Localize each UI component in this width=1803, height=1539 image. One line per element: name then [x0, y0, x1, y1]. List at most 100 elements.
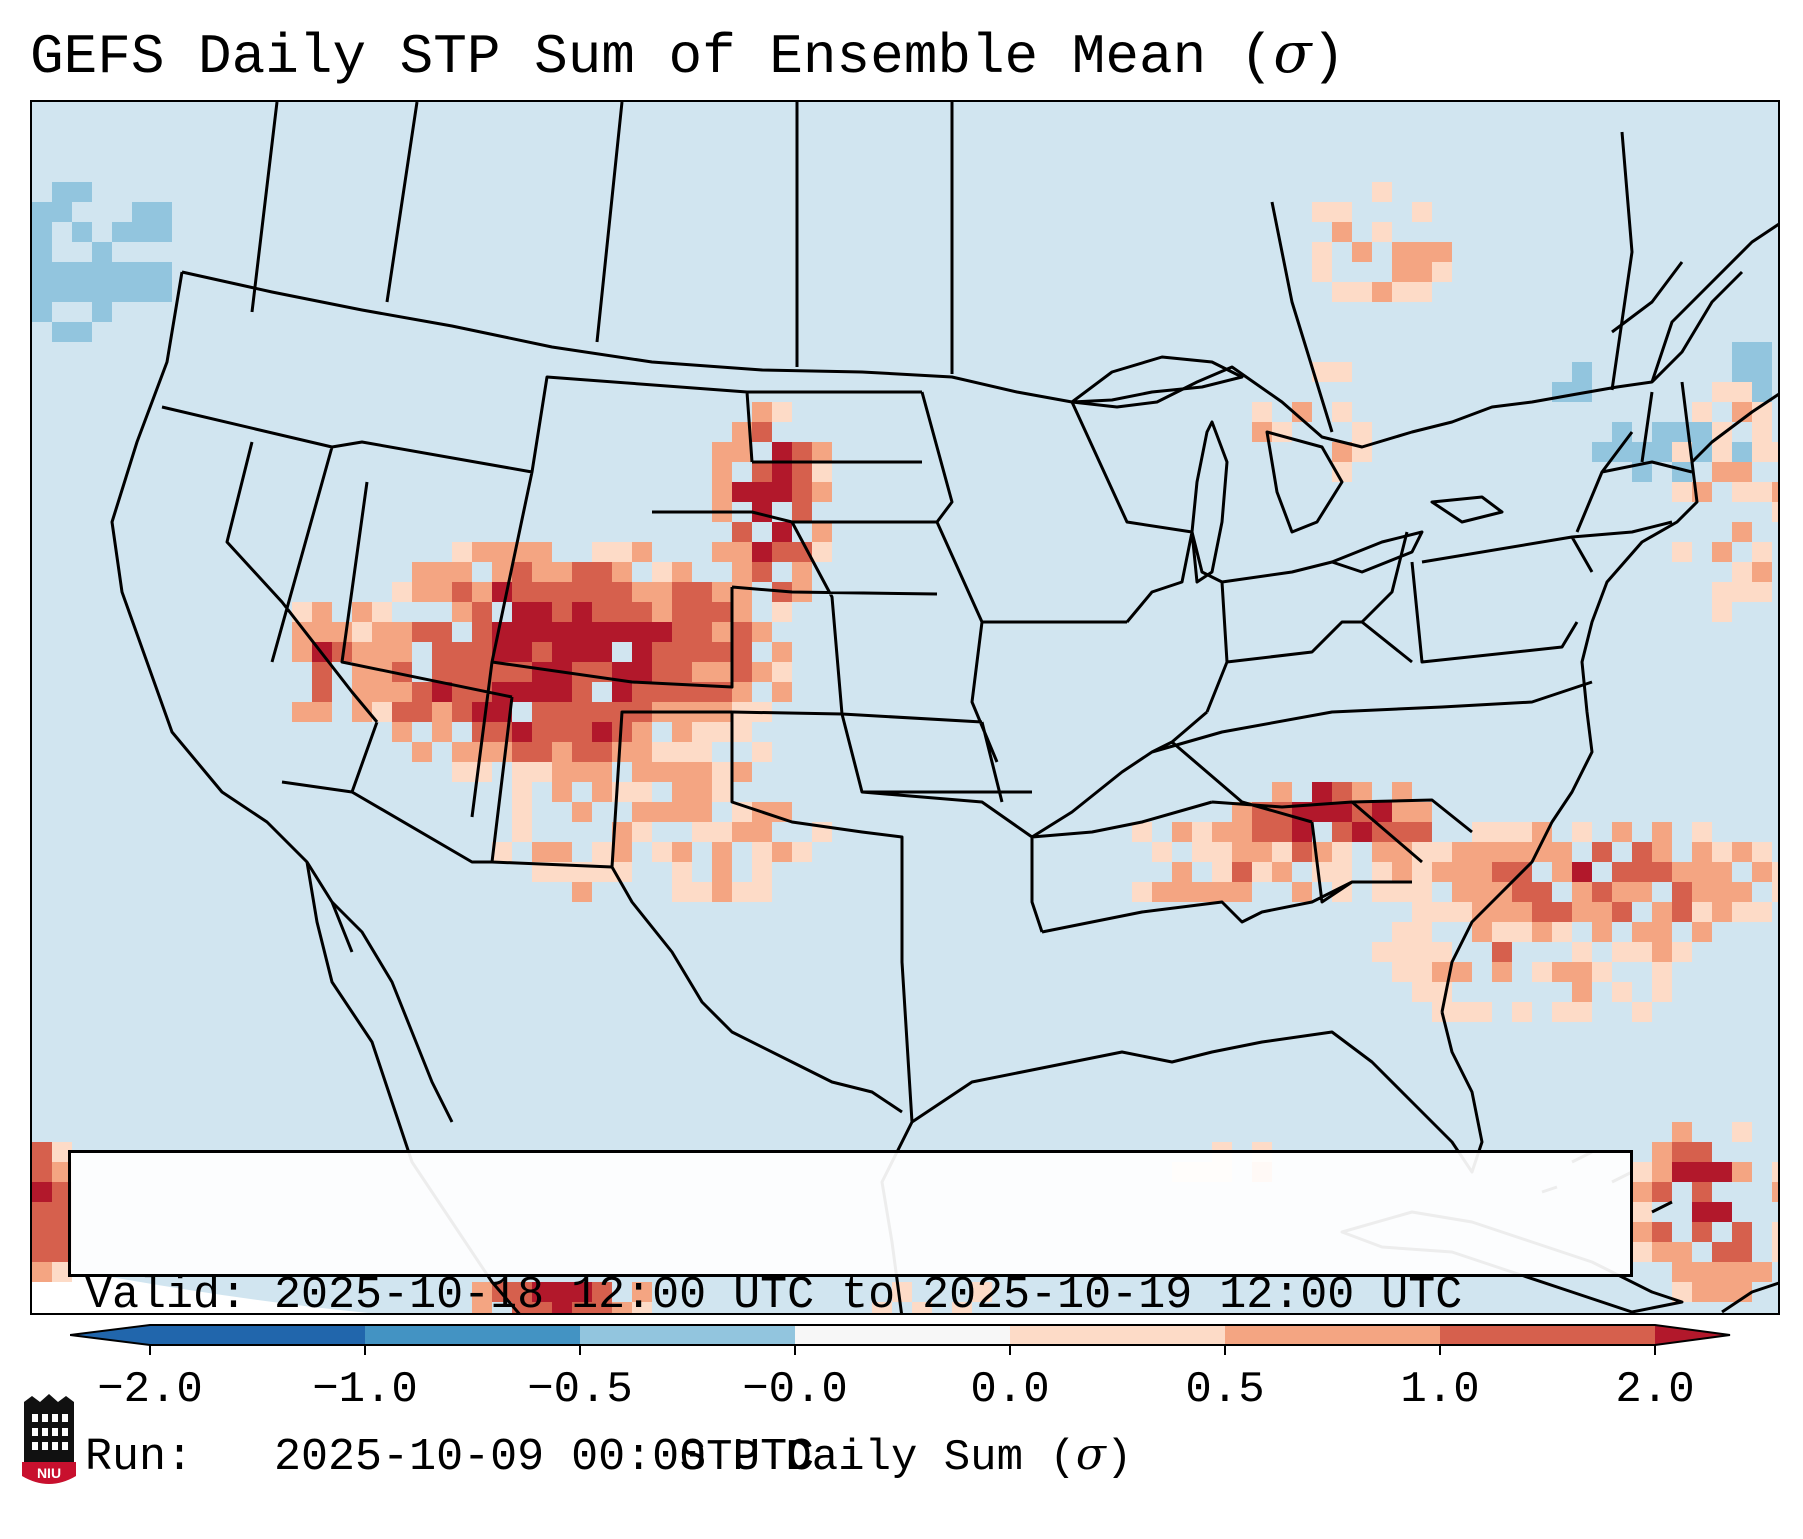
stp-cell: [1752, 542, 1772, 562]
canada-province-lines: [250, 102, 1634, 433]
stp-cell: [512, 782, 532, 802]
stp-cell: [1392, 242, 1412, 262]
stp-cell: [32, 302, 52, 322]
stp-cell: [732, 882, 752, 902]
stp-cell: [312, 602, 332, 622]
stp-cell: [1752, 422, 1772, 442]
stp-cell: [1372, 942, 1392, 962]
stp-cell: [92, 262, 112, 282]
stp-cell: [1252, 842, 1272, 862]
stp-cell: [972, 1282, 992, 1302]
texas: [610, 712, 914, 1123]
colorbar-tick-label: 0.0: [970, 1365, 1050, 1415]
stp-cell: [1412, 982, 1432, 1002]
stp-cell: [1412, 262, 1432, 282]
stp-cell: [1172, 882, 1192, 902]
map-panel: [30, 100, 1780, 1315]
stp-cell: [72, 182, 92, 202]
lake-michigan: [1190, 420, 1229, 584]
stp-cell: [612, 542, 632, 562]
stp-cell: [32, 1242, 52, 1262]
stp-cell: [472, 1302, 492, 1313]
stp-cell: [612, 742, 632, 762]
stp-cell: [472, 542, 492, 562]
colorbar-segment: [1010, 1325, 1225, 1345]
stp-cell: [572, 1302, 592, 1313]
stp-cell: [32, 1202, 52, 1222]
stp-cell: [732, 822, 752, 842]
stp-cell: [1532, 902, 1552, 922]
stp-cell: [1352, 282, 1372, 302]
stp-cell: [752, 482, 772, 502]
stp-cell: [52, 1242, 72, 1262]
stp-cell: [1532, 842, 1552, 862]
stp-cell: [752, 562, 772, 582]
stp-cell: [132, 262, 152, 282]
stp-cell: [1232, 822, 1252, 842]
stp-cell: [1752, 342, 1772, 362]
stp-cell: [512, 622, 532, 642]
stp-cell: [632, 782, 652, 802]
stp-cell: [432, 682, 452, 702]
stp-cell: [32, 202, 52, 222]
stp-cell: [772, 462, 792, 482]
stp-cell: [1612, 422, 1632, 442]
state-lines: [161, 375, 1694, 934]
stp-cell: [372, 662, 392, 682]
stp-cell: [1732, 482, 1752, 502]
stp-cell: [1672, 1142, 1692, 1162]
stp-cell: [412, 742, 432, 762]
stp-cell: [1712, 442, 1732, 462]
stp-cell: [632, 742, 652, 762]
stp-cell: [672, 602, 692, 622]
stp-cell: [52, 1262, 72, 1282]
stp-cell: [1612, 882, 1632, 902]
stp-cell: [652, 682, 672, 702]
stp-cell: [652, 562, 672, 582]
stp-cell: [1652, 922, 1672, 942]
logo-shield: [22, 1462, 76, 1484]
stp-cell: [612, 622, 632, 642]
stp-cell: [72, 222, 92, 242]
stp-cell: [592, 562, 612, 582]
stp-cell: [672, 722, 692, 742]
stp-cell: [692, 742, 712, 762]
stp-cell: [112, 282, 132, 302]
stp-cell: [512, 1282, 532, 1302]
stp-cell: [592, 602, 612, 622]
stp-cell: [772, 662, 792, 682]
stp-cell: [532, 642, 552, 662]
stp-cell: [1752, 842, 1772, 862]
stp-cell: [732, 482, 752, 502]
stp-cell: [632, 602, 652, 622]
stp-cell: [1552, 902, 1572, 922]
stp-cell: [692, 762, 712, 782]
stp-cell: [32, 242, 52, 262]
stp-cell: [952, 1302, 972, 1313]
stp-cell: [132, 282, 152, 302]
lake-huron: [1265, 430, 1344, 534]
stp-cell: [1672, 1242, 1692, 1262]
stp-cell: [52, 182, 72, 202]
stp-cell: [1212, 862, 1232, 882]
stp-cell: [612, 1302, 632, 1313]
stp-cell: [1652, 822, 1672, 842]
stp-cell: [1572, 1002, 1592, 1022]
colorbar-extend-low: [70, 1325, 150, 1345]
stp-cell: [1712, 582, 1732, 602]
stp-cell: [352, 602, 372, 622]
stp-cell: [472, 622, 492, 642]
stp-cell: [52, 1162, 72, 1182]
stp-cell: [1632, 1222, 1652, 1242]
stp-cell: [1652, 942, 1672, 962]
stp-cell: [312, 702, 332, 722]
stp-cell: [672, 802, 692, 822]
stp-cell: [652, 742, 672, 762]
colorbar-extend-high: [1655, 1325, 1730, 1345]
stp-cell: [692, 782, 712, 802]
stp-cell: [632, 762, 652, 782]
stp-cell: [532, 722, 552, 742]
stp-cell: [1712, 902, 1732, 922]
stp-cell: [712, 782, 732, 802]
map-title: GEFS Daily STP Sum of Ensemble Mean (σ): [30, 21, 1346, 90]
